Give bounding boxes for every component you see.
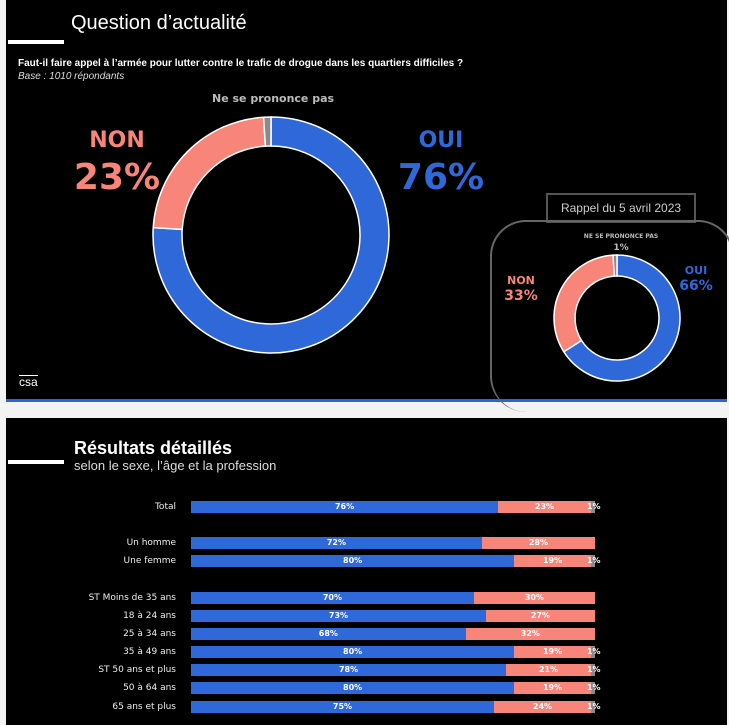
bar-segment-non: 24% — [494, 701, 591, 713]
row-label: 25 à 34 ans — [123, 629, 176, 639]
bar-segment-non: 32% — [465, 628, 595, 640]
bar-segment-nsp: 1% — [586, 664, 601, 676]
rappel-non-value: 33% — [504, 288, 538, 304]
bar-segment-nsp: 1% — [586, 701, 601, 713]
main-non-value: 23% — [73, 157, 161, 198]
detailed-results-panel: Résultats détaillés selon le sexe, l’âge… — [6, 418, 727, 725]
title-accent-bar — [8, 40, 64, 44]
section-subtitle: selon le sexe, l’âge et la profession — [74, 458, 277, 473]
base-text: Base : 1010 répondants — [18, 71, 125, 82]
bar-segment-oui: 75% — [191, 701, 494, 713]
main-non-label: NON — [89, 128, 145, 153]
row-label: 35 à 49 ans — [123, 647, 176, 657]
title-accent-bar — [8, 460, 64, 464]
row-label: Une femme — [123, 556, 176, 566]
bar-segment-non: 28% — [481, 537, 595, 549]
bar-segment-oui: 80% — [191, 555, 515, 567]
question-panel: Question d’actualité Faut-il faire appel… — [6, 0, 729, 412]
rappel-nsp-value: 1% — [613, 243, 629, 253]
row-label: 50 à 64 ans — [123, 683, 176, 693]
bar-segment-oui: 80% — [191, 646, 515, 658]
main-oui-label: OUI — [418, 128, 464, 153]
bar-segment-oui: 72% — [191, 537, 482, 549]
bar-segment-nsp: 1% — [586, 501, 601, 513]
bar-segment-non: 19% — [514, 646, 591, 658]
row-label: 65 ans et plus — [112, 702, 176, 712]
rappel-nsp-label: NE SE PRONONCE PAS — [583, 233, 659, 240]
row-label: Un homme — [126, 538, 176, 548]
bar-segment-oui: 73% — [191, 610, 486, 622]
row-label: 18 à 24 ans — [123, 611, 176, 621]
bar-segment-oui: 78% — [191, 664, 507, 676]
bar-segment-oui: 80% — [191, 682, 515, 694]
row-label: ST 50 ans et plus — [98, 665, 176, 675]
section-title: Question d’actualité — [71, 12, 247, 34]
rappel-non-label: NON — [507, 274, 535, 287]
rappel-oui-value: 66% — [679, 278, 713, 294]
row-label: Total — [154, 502, 176, 512]
rappel-donut-slice-ne-se-prononce-pas — [612, 254, 618, 277]
section-title: Résultats détaillés — [74, 438, 233, 458]
bar-segment-nsp: 1% — [586, 646, 601, 658]
bar-segment-non: 23% — [498, 501, 591, 513]
bar-segment-non: 30% — [473, 592, 595, 604]
main-donut-slice-non — [152, 116, 267, 231]
bar-segment-nsp: 1% — [586, 555, 601, 567]
bar-segment-non: 19% — [514, 682, 591, 694]
csa-logo: csa — [19, 375, 38, 389]
row-label: ST Moins de 35 ans — [88, 593, 176, 603]
rappel-box — [490, 220, 729, 412]
donut-charts — [152, 116, 681, 382]
bar-segment-non: 27% — [485, 610, 595, 622]
main-nsp-label: Ne se prononce pas — [212, 92, 335, 105]
rappel-oui-label: OUI — [684, 264, 708, 277]
main-oui-value: 76% — [397, 157, 485, 198]
bar-segment-non: 19% — [514, 555, 591, 567]
main-donut-slice-oui — [152, 116, 390, 354]
rappel-title: Rappel du 5 avril 2023 — [546, 193, 696, 223]
bar-segment-nsp: 1% — [586, 682, 601, 694]
main-donut-slice-ne-se-prononce-pas — [262, 116, 272, 147]
bar-segment-non: 21% — [506, 664, 591, 676]
question-text: Faut-il faire appel à l’armée pour lutte… — [18, 58, 464, 69]
rappel-donut-slice-oui — [562, 254, 681, 382]
bar-segment-oui: 70% — [191, 592, 474, 604]
bar-segment-oui: 76% — [191, 501, 499, 513]
bar-segment-oui: 68% — [191, 628, 466, 640]
